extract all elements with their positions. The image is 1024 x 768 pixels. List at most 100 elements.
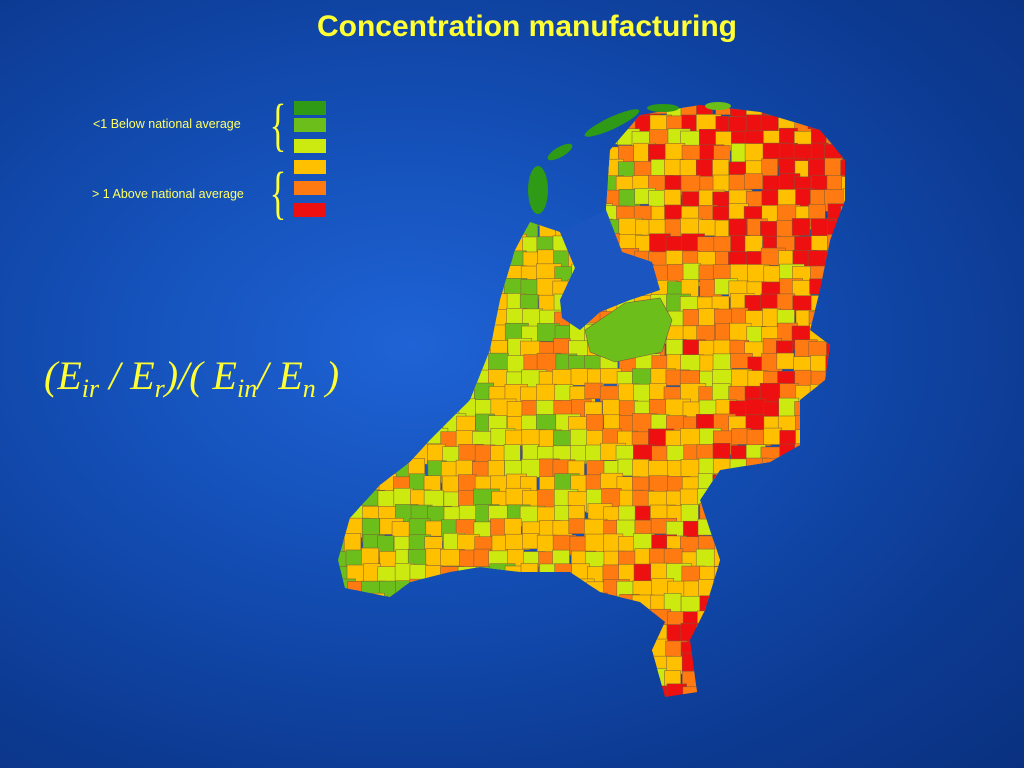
municipality-cell — [440, 594, 465, 615]
island-terschelling — [584, 109, 640, 137]
municipality-cell — [459, 623, 478, 646]
municipality-cell — [842, 654, 845, 679]
municipality-cell — [696, 669, 723, 687]
municipality-cell — [697, 488, 721, 505]
municipality-cell — [778, 518, 802, 537]
municipality-cell — [841, 669, 845, 687]
municipality-cell — [809, 384, 837, 403]
municipality-cell — [520, 624, 544, 645]
municipality-cell — [571, 563, 590, 588]
municipality-cell — [794, 548, 815, 568]
municipality-cell — [394, 176, 416, 199]
municipality-cell — [338, 461, 358, 485]
municipality-cell — [840, 263, 845, 281]
municipality-cell — [825, 250, 843, 268]
municipality-cell — [391, 430, 412, 454]
municipality-cell — [345, 653, 364, 673]
municipality-cell — [808, 640, 826, 663]
municipality-cell — [824, 157, 843, 178]
municipality-cell — [843, 639, 845, 659]
municipality-cell — [555, 595, 576, 614]
municipality-cell — [825, 280, 844, 298]
municipality-cell — [443, 218, 467, 239]
municipality-cell — [361, 397, 382, 416]
municipality-cell — [394, 369, 413, 389]
municipality-cell — [712, 458, 732, 475]
municipality-cell — [426, 114, 444, 137]
municipality-cell — [554, 624, 576, 647]
municipality-cell — [633, 685, 658, 697]
municipality-cell — [456, 265, 480, 281]
municipality-cell — [795, 105, 820, 121]
location-quotient-formula: (Eir / Er)/( Ein/ En ) — [44, 352, 339, 404]
municipality-cell — [568, 595, 589, 617]
municipality-cell — [825, 535, 845, 559]
municipality-cell — [474, 146, 497, 171]
municipality-cell — [585, 160, 610, 183]
municipality-cell — [505, 623, 530, 646]
municipality-cell — [583, 655, 611, 673]
municipality-cell — [360, 143, 381, 165]
municipality-cell — [744, 670, 766, 695]
municipality-cell — [338, 637, 356, 660]
municipality-cell — [344, 235, 363, 256]
municipality-cell — [520, 671, 543, 692]
municipality-cell — [362, 654, 389, 673]
municipality-cell — [379, 431, 397, 454]
municipality-cell — [794, 443, 821, 463]
municipality-cell — [504, 668, 524, 688]
municipality-cell — [393, 159, 411, 181]
municipality-cell — [761, 457, 780, 476]
municipality-cell — [843, 504, 845, 520]
municipality-cell — [338, 504, 350, 526]
municipality-cell — [427, 266, 449, 288]
municipality-cell — [338, 399, 356, 416]
municipality-cell — [586, 638, 604, 662]
municipality-cell — [475, 277, 502, 295]
municipality-cell — [554, 669, 574, 687]
municipality-cell — [840, 249, 845, 267]
municipality-cell — [840, 159, 845, 177]
municipality-cell — [505, 594, 524, 619]
legend-swatch — [294, 203, 326, 217]
municipality-cell — [409, 564, 428, 589]
municipality-cell — [394, 234, 414, 253]
municipality-cell — [459, 248, 477, 272]
municipality-cell — [338, 277, 348, 295]
municipality-cell — [778, 458, 800, 474]
municipality-cell — [841, 401, 845, 425]
municipality-cell — [810, 491, 836, 515]
municipality-cell — [491, 236, 510, 261]
municipality-cell — [474, 265, 492, 287]
municipality-cell — [712, 474, 734, 495]
municipality-cell — [792, 490, 815, 514]
municipality-cell — [841, 370, 845, 395]
municipality-cell — [345, 174, 365, 192]
municipality-cell — [395, 415, 417, 432]
municipality-cell — [394, 400, 411, 424]
municipality-cell — [504, 639, 530, 657]
municipality-cell — [441, 581, 462, 605]
municipality-cell — [618, 608, 643, 630]
municipality-cell — [824, 296, 845, 318]
municipality-cell — [378, 371, 404, 391]
municipality-cell — [824, 685, 845, 697]
municipality-cell — [603, 638, 621, 660]
municipality-cell — [458, 611, 483, 632]
municipality-cell — [808, 521, 830, 542]
municipality-cell — [474, 593, 492, 610]
municipality-cell — [825, 489, 845, 512]
municipality-cell — [378, 325, 399, 348]
municipality-cell — [393, 263, 419, 288]
municipality-cell — [338, 251, 354, 271]
municipality-cell — [408, 367, 432, 392]
municipality-cell — [441, 308, 469, 328]
municipality-cell — [379, 251, 404, 268]
formula-part: (E — [44, 353, 82, 398]
municipality-cell — [842, 309, 845, 329]
municipality-cell — [841, 565, 845, 585]
municipality-cell — [410, 144, 432, 161]
municipality-cell — [394, 353, 414, 376]
municipality-cell — [825, 367, 845, 392]
municipality-cell — [410, 654, 430, 671]
